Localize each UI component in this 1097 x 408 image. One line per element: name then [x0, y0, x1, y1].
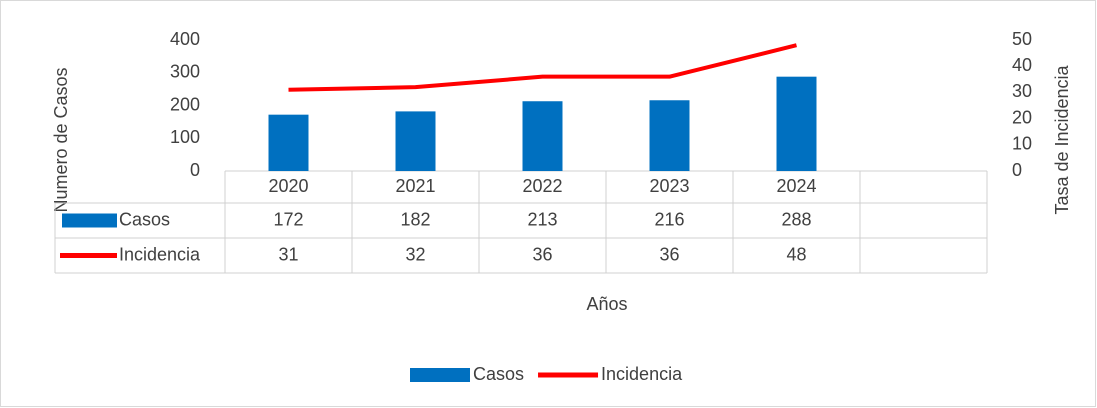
y-axis-title: Numero de Casos [51, 67, 71, 212]
table-value: 216 [654, 209, 684, 229]
x-tick-label: 2022 [522, 176, 562, 196]
y-tick-label: 400 [170, 29, 200, 49]
y-tick-label: 100 [170, 127, 200, 147]
y2-axis-title: Tasa de Incidencia [1052, 64, 1072, 214]
y2-tick-label: 20 [1012, 107, 1032, 127]
legend-key [410, 368, 470, 382]
bar [395, 111, 436, 171]
x-tick-label: 2021 [395, 176, 435, 196]
line [288, 43, 797, 92]
table-value: 36 [659, 244, 679, 264]
y2-tick-label: 10 [1012, 134, 1032, 154]
table-value: 32 [405, 244, 425, 264]
y2-tick-label: 30 [1012, 81, 1032, 101]
table-legend-key [62, 213, 117, 228]
bar [649, 100, 690, 171]
table-value: 172 [273, 209, 303, 229]
bar [268, 114, 309, 171]
y2-tick-label: 40 [1012, 55, 1032, 75]
legend-label: Incidencia [601, 364, 683, 384]
table-value: 182 [400, 209, 430, 229]
table-value: 36 [532, 244, 552, 264]
y-tick-label: 200 [170, 94, 200, 114]
y2-tick-label: 50 [1012, 29, 1032, 49]
x-tick-label: 2024 [776, 176, 816, 196]
table-value: 213 [527, 209, 557, 229]
x-axis-title: Años [586, 294, 627, 314]
table-series-name: Casos [119, 209, 170, 229]
bar [522, 101, 563, 171]
y2-tick-label: 0 [1012, 160, 1022, 180]
x-tick-label: 2020 [268, 176, 308, 196]
table-series-name: Incidencia [119, 244, 201, 264]
table-value: 31 [278, 244, 298, 264]
y-tick-label: 0 [190, 160, 200, 180]
table-value: 288 [781, 209, 811, 229]
table-value: 48 [786, 244, 806, 264]
x-tick-label: 2023 [649, 176, 689, 196]
bar [776, 76, 817, 171]
legend-label: Casos [473, 364, 524, 384]
y-tick-label: 300 [170, 62, 200, 82]
